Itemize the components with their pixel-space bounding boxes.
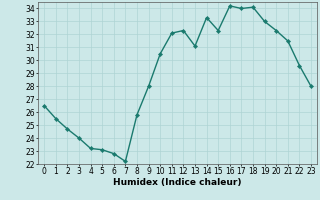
X-axis label: Humidex (Indice chaleur): Humidex (Indice chaleur) — [113, 178, 242, 187]
